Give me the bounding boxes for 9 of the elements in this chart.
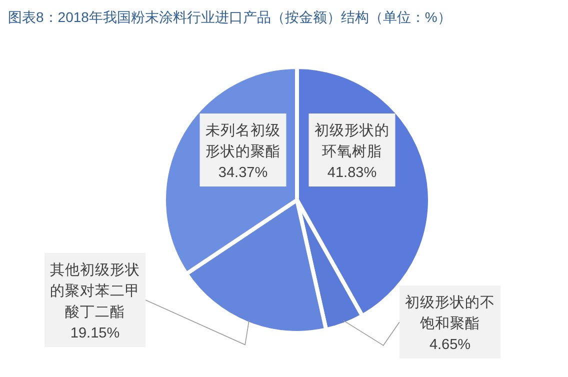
slice-label: 其他初级形状的聚对苯二甲酸丁二酯 — [50, 261, 140, 320]
slice-label: 初级形状的环氧树脂 — [314, 122, 390, 160]
chart-title: 图表8：2018年我国粉末涂料行业进口产品（按金额）结构（单位：%） — [8, 9, 452, 25]
slice-label: 未列名初级形状的聚酯 — [206, 122, 280, 160]
slice-label: 初级形状的不饱和聚酯 — [405, 294, 495, 332]
data-label: 4.65% — [429, 336, 471, 353]
data-label: 19.15% — [70, 325, 120, 342]
data-label: 34.37% — [218, 164, 268, 181]
data-label: 41.83% — [327, 164, 377, 181]
